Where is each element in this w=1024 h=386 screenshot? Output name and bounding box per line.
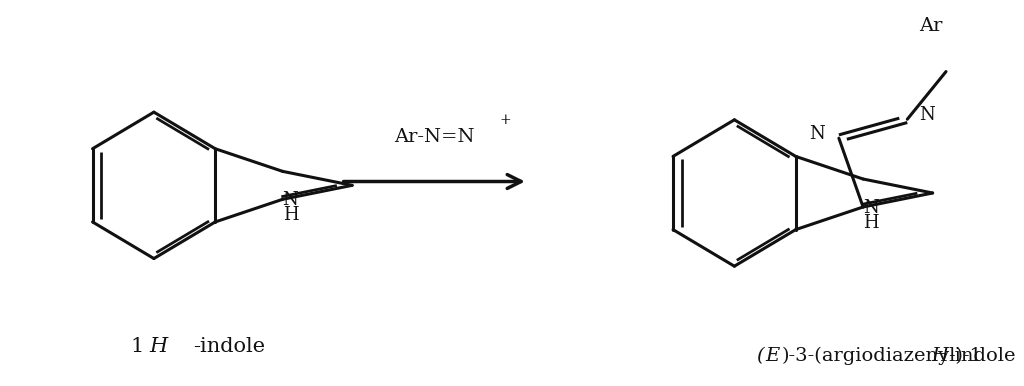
Text: N: N — [283, 191, 298, 209]
Text: N: N — [920, 106, 935, 124]
Text: E: E — [765, 347, 779, 365]
Text: N: N — [809, 125, 825, 142]
Text: -indole: -indole — [194, 337, 265, 356]
Text: -indole: -indole — [948, 347, 1016, 365]
Text: H: H — [283, 207, 298, 224]
Text: Ar-N=N: Ar-N=N — [394, 129, 474, 146]
Text: (: ( — [757, 347, 764, 365]
Text: )-3-(argiodiazenyl)-1: )-3-(argiodiazenyl)-1 — [781, 347, 982, 365]
Text: Ar: Ar — [920, 17, 943, 35]
Text: +: + — [500, 113, 511, 127]
Text: H: H — [863, 214, 879, 232]
Text: H: H — [148, 337, 167, 356]
Text: N: N — [863, 199, 879, 217]
Text: H: H — [931, 347, 948, 365]
Text: 1: 1 — [131, 337, 144, 356]
